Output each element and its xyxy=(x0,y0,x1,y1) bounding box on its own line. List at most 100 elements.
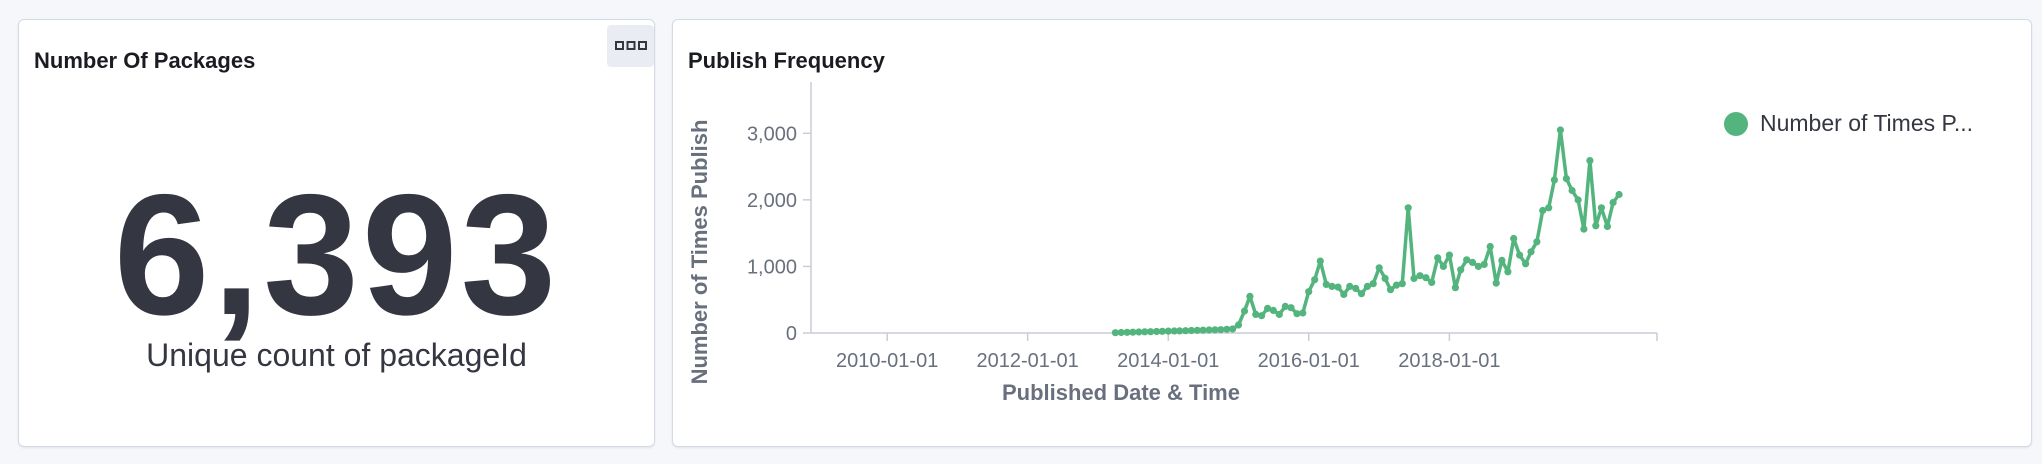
data-point xyxy=(1123,328,1131,336)
y-axis-title: Number of Times Publish xyxy=(687,120,712,385)
data-point xyxy=(1609,198,1617,207)
legend-item[interactable]: Number of Times P... xyxy=(1724,110,1973,137)
data-point xyxy=(1392,281,1401,289)
data-point xyxy=(1539,206,1547,215)
data-point xyxy=(1522,260,1530,268)
x-tick-label: 2014-01-01 xyxy=(1117,350,1219,372)
panel-options-button[interactable] xyxy=(607,25,654,67)
data-point xyxy=(1193,326,1201,334)
data-point xyxy=(1281,302,1289,310)
data-point xyxy=(1404,204,1412,212)
data-point xyxy=(1340,290,1348,298)
data-point xyxy=(1457,266,1465,274)
data-point xyxy=(1164,327,1172,335)
data-point xyxy=(1234,321,1243,329)
data-point xyxy=(1568,186,1576,195)
data-point xyxy=(1586,157,1594,165)
data-point xyxy=(1398,280,1406,288)
data-point xyxy=(1258,312,1266,320)
data-point xyxy=(1474,262,1482,270)
data-point xyxy=(1410,274,1418,282)
data-point xyxy=(1422,274,1430,282)
data-point xyxy=(1311,276,1319,284)
data-point xyxy=(1275,310,1283,318)
data-point xyxy=(1363,282,1371,290)
metric-label: Unique count of packageId xyxy=(146,337,527,373)
data-point xyxy=(1229,325,1237,333)
data-point xyxy=(1533,238,1541,246)
data-point xyxy=(1322,280,1330,288)
data-point xyxy=(1510,234,1518,243)
data-point xyxy=(1468,258,1477,266)
metric-value: 6,393 xyxy=(113,159,560,351)
data-point xyxy=(1211,326,1219,334)
x-tick-label: 2018-01-01 xyxy=(1398,350,1500,372)
ellipsis-icon xyxy=(614,41,647,50)
data-point xyxy=(1369,280,1377,288)
data-point xyxy=(1111,329,1119,337)
data-point xyxy=(1445,251,1453,259)
data-point xyxy=(1504,268,1512,276)
data-point xyxy=(1287,304,1295,312)
data-point xyxy=(1205,326,1213,334)
y-tick-label: 1,000 xyxy=(747,256,797,278)
x-tick-label: 2012-01-01 xyxy=(976,350,1078,372)
publish-frequency-panel: Publish Frequency 0 1,000 2,000 3,000 2010-0… xyxy=(672,19,2032,447)
data-point xyxy=(1299,309,1307,317)
data-point xyxy=(1416,272,1424,280)
data-point xyxy=(1498,256,1506,264)
data-point xyxy=(1615,190,1623,199)
data-point xyxy=(1217,326,1225,334)
data-point xyxy=(1527,248,1535,256)
data-point xyxy=(1357,290,1366,298)
data-point xyxy=(1375,264,1383,272)
legend-color-dot xyxy=(1724,111,1748,136)
data-point xyxy=(1381,274,1389,282)
data-point xyxy=(1293,310,1301,318)
data-point xyxy=(1147,328,1155,336)
data-point xyxy=(1240,307,1249,315)
data-point xyxy=(1480,260,1488,268)
data-point xyxy=(1187,326,1195,335)
data-point xyxy=(1580,225,1588,233)
number-of-packages-panel: Number Of Packages 6,393 Unique count of… xyxy=(18,19,655,447)
data-point xyxy=(1352,284,1360,292)
panel-title: Publish Frequency xyxy=(688,48,885,73)
data-point xyxy=(1492,279,1500,287)
y-tick-label: 0 xyxy=(786,323,797,345)
data-point xyxy=(1428,278,1436,286)
data-point xyxy=(1463,256,1471,264)
data-point xyxy=(1252,310,1260,318)
data-point xyxy=(1328,282,1336,290)
data-point xyxy=(1439,262,1447,270)
data-point xyxy=(1334,283,1342,291)
data-point xyxy=(1603,222,1611,231)
data-point xyxy=(1153,327,1161,336)
legend-label: Number of Times P... xyxy=(1760,110,1974,136)
data-point xyxy=(1158,327,1166,335)
x-tick-label: 2010-01-01 xyxy=(836,350,938,372)
data-point xyxy=(1562,175,1570,183)
data-point xyxy=(1264,304,1272,312)
data-point xyxy=(1550,176,1558,184)
data-point xyxy=(1199,326,1207,334)
data-point xyxy=(1545,204,1553,212)
data-point xyxy=(1129,328,1137,336)
y-tick-label: 3,000 xyxy=(747,123,797,145)
data-point xyxy=(1346,282,1354,290)
data-point xyxy=(1597,204,1605,212)
data-point xyxy=(1486,242,1494,251)
y-tick-label: 2,000 xyxy=(747,190,797,212)
data-point xyxy=(1305,288,1313,296)
panel-title: Number Of Packages xyxy=(34,48,256,73)
data-point xyxy=(1434,254,1442,262)
data-point xyxy=(1451,284,1459,292)
data-point xyxy=(1316,257,1324,265)
data-point xyxy=(1269,306,1277,314)
data-point xyxy=(1141,328,1149,336)
data-point xyxy=(1223,325,1231,333)
data-point xyxy=(1386,286,1395,294)
series-line xyxy=(1115,128,1621,335)
data-point xyxy=(1135,328,1143,336)
data-point xyxy=(1574,196,1582,204)
